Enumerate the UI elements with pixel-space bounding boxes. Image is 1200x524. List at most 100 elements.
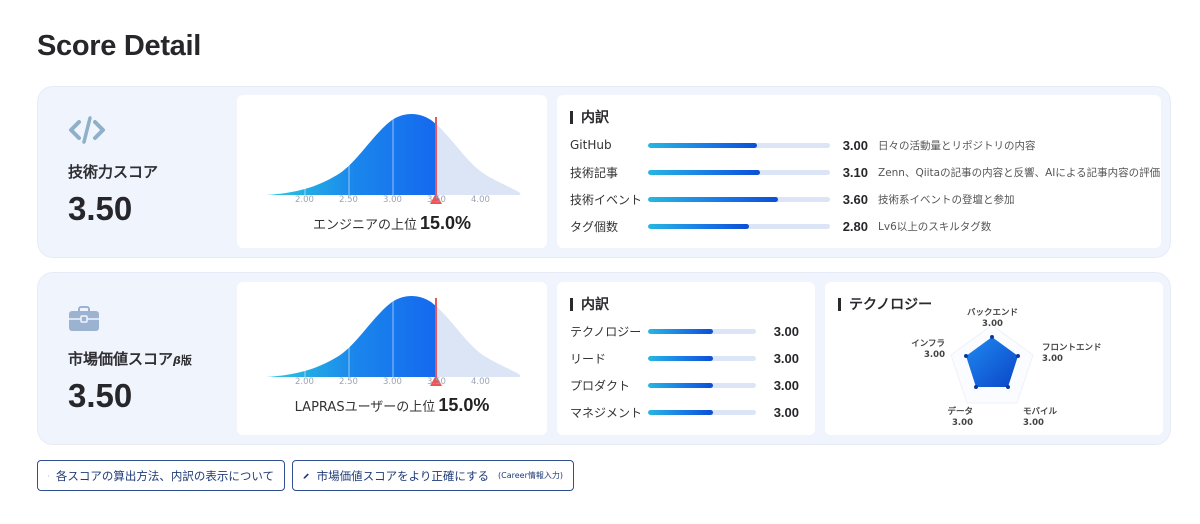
radar-axis-data: データ 3.00 bbox=[933, 407, 973, 429]
axis-tick: 3.00 bbox=[383, 195, 402, 205]
breakdown-row-articles: 技術記事 3.10 Zenn、Qiitaの記事の内容と反響、AIによる記事内容の… bbox=[570, 163, 1160, 181]
axis-tick: 3.00 bbox=[383, 377, 402, 387]
percentile-label: エンジニアの上位 bbox=[312, 218, 417, 233]
breakdown-value: 3.00 bbox=[773, 377, 799, 393]
progress-fill bbox=[648, 169, 760, 175]
breakdown-desc: Lv6以上のスキルタグ数 bbox=[878, 220, 992, 233]
breakdown-value: 3.00 bbox=[773, 323, 799, 339]
radar-axis-value: 3.00 bbox=[1042, 354, 1063, 364]
briefcase-icon bbox=[68, 305, 100, 337]
market-distribution-axis: 2.00 2.50 3.00 3.50 4.00 bbox=[237, 377, 547, 391]
axis-tick: 4.00 bbox=[471, 377, 490, 387]
code-icon bbox=[68, 115, 106, 149]
axis-tick: 2.50 bbox=[339, 377, 358, 387]
tech-distribution-axis: 2.00 2.50 3.00 3.50 4.00 bbox=[237, 195, 547, 209]
tech-score-card: 技術力スコア 3.50 2.00 2. bbox=[37, 86, 1171, 258]
breakdown-row-technology: テクノロジー 3.00 bbox=[570, 322, 799, 340]
breakdown-name: マネジメント bbox=[570, 405, 643, 420]
radar-axis-value: 3.00 bbox=[924, 350, 945, 360]
radar-axis-backend: バックエンド 3.00 bbox=[965, 308, 1020, 330]
radar-axis-name: データ bbox=[947, 407, 973, 417]
section-title-text: 内訳 bbox=[581, 297, 609, 313]
radar-axis-mobile: モバイル 3.00 bbox=[1023, 407, 1057, 429]
breakdown-row-management: マネジメント 3.00 bbox=[570, 403, 799, 421]
axis-tick: 4.00 bbox=[471, 195, 490, 205]
progress-fill bbox=[648, 382, 713, 388]
pencil-icon bbox=[303, 472, 309, 479]
radar-axis-value: 3.00 bbox=[1023, 418, 1044, 428]
beta-suffix: 版 bbox=[180, 354, 192, 367]
percentile-value: 15.0% bbox=[419, 213, 472, 233]
market-percentile-caption: LAPRASユーザーの上位 15.0% bbox=[237, 395, 547, 416]
breakdown-desc: 日々の活動量とリポジトリの内容 bbox=[878, 139, 1036, 152]
breakdown-row-tags: タグ個数 2.80 Lv6以上のスキルタグ数 bbox=[570, 217, 991, 235]
button-note: (Career情報入力) bbox=[498, 471, 563, 480]
section-title: テクノロジー bbox=[838, 294, 932, 314]
breakdown-row-product: プロダクト 3.00 bbox=[570, 376, 799, 394]
market-breakdown-panel: 内訳 テクノロジー 3.00 リード 3.00 プロダクト 3.00 マネジメン… bbox=[557, 282, 815, 435]
axis-tick: 2.00 bbox=[295, 195, 314, 205]
technology-radar-panel: テクノロジー バックエンド 3.00 フロントエンド 3.00 bbox=[825, 282, 1163, 435]
tech-breakdown-panel: 内訳 GitHub 3.00 日々の活動量とリポジトリの内容 技術記事 3.10… bbox=[557, 95, 1161, 248]
axis-tick: 3.50 bbox=[427, 195, 446, 205]
axis-tick: 3.50 bbox=[427, 377, 446, 387]
market-score-value: 3.50 bbox=[68, 377, 133, 414]
progress-bar bbox=[648, 409, 756, 415]
section-title-text: 内訳 bbox=[581, 110, 609, 126]
radar-axis-name: バックエンド bbox=[966, 308, 1018, 318]
breakdown-row-lead: リード 3.00 bbox=[570, 349, 799, 367]
breakdown-name: タグ個数 bbox=[570, 219, 619, 234]
breakdown-row-events: 技術イベント 3.60 技術系イベントの登壇と参加 bbox=[570, 190, 1015, 208]
radar-axis-value: 3.00 bbox=[952, 418, 973, 428]
tech-distribution-panel: 2.00 2.50 3.00 3.50 4.00 エンジニアの上位 15.0% bbox=[237, 95, 547, 248]
section-title-text: テクノロジー bbox=[849, 297, 933, 313]
tech-percentile-caption: エンジニアの上位 15.0% bbox=[237, 213, 547, 234]
breakdown-value: 2.80 bbox=[842, 218, 868, 234]
progress-fill bbox=[648, 142, 758, 148]
market-score-label: 市場価値スコアβ版 bbox=[68, 348, 192, 369]
breakdown-desc: 技術系イベントの登壇と参加 bbox=[878, 193, 1015, 206]
progress-bar bbox=[648, 223, 830, 229]
radar-axis-frontend: フロントエンド 3.00 bbox=[1042, 343, 1102, 365]
progress-fill bbox=[648, 355, 713, 361]
progress-bar bbox=[648, 196, 830, 202]
progress-bar bbox=[648, 142, 830, 148]
radar-axis-name: インフラ bbox=[911, 339, 945, 349]
breakdown-name: プロダクト bbox=[570, 378, 631, 393]
breakdown-value: 3.10 bbox=[842, 164, 868, 180]
breakdown-row-github: GitHub 3.00 日々の活動量とリポジトリの内容 bbox=[570, 136, 1036, 154]
tech-score-label: 技術力スコア bbox=[68, 163, 159, 181]
progress-bar bbox=[648, 169, 830, 175]
page-title: Score Detail bbox=[37, 30, 202, 62]
beta-symbol: β bbox=[173, 354, 181, 367]
percentile-label: LAPRASユーザーの上位 bbox=[294, 400, 436, 415]
title-bar-icon bbox=[570, 297, 573, 311]
section-title: 内訳 bbox=[570, 107, 609, 127]
breakdown-value: 3.00 bbox=[842, 137, 868, 153]
score-calculation-info-button[interactable]: 各スコアの算出方法、内訳の表示について bbox=[37, 460, 285, 491]
technology-radar-chart bbox=[950, 324, 1034, 404]
title-bar-icon bbox=[570, 110, 573, 124]
market-score-card: 市場価値スコアβ版 3.50 2.00 bbox=[37, 272, 1171, 445]
axis-tick: 2.50 bbox=[339, 195, 358, 205]
market-distribution-panel: 2.00 2.50 3.00 3.50 4.00 LAPRASユーザーの上位 15… bbox=[237, 282, 547, 435]
radar-axis-value: 3.00 bbox=[982, 319, 1003, 329]
radar-axis-infra: インフラ 3.00 bbox=[903, 339, 945, 361]
button-label: 各スコアの算出方法、内訳の表示について bbox=[55, 468, 274, 483]
breakdown-value: 3.60 bbox=[842, 191, 868, 207]
tech-score-value: 3.50 bbox=[68, 190, 133, 227]
button-label: 市場価値スコアをより正確にする bbox=[316, 468, 490, 483]
breakdown-value: 3.00 bbox=[773, 350, 799, 366]
radar-axis-name: モバイル bbox=[1023, 407, 1058, 417]
progress-bar bbox=[648, 355, 756, 361]
market-score-label-text: 市場価値スコア bbox=[68, 350, 174, 368]
progress-fill bbox=[648, 223, 749, 229]
market-distribution-chart bbox=[266, 296, 521, 386]
percentile-value: 15.0% bbox=[438, 395, 490, 415]
improve-market-score-button[interactable]: 市場価値スコアをより正確にする (Career情報入力) bbox=[292, 460, 574, 491]
breakdown-name: テクノロジー bbox=[570, 324, 642, 339]
progress-bar bbox=[648, 328, 756, 334]
calculator-icon bbox=[48, 475, 49, 476]
progress-bar bbox=[648, 382, 756, 388]
title-bar-icon bbox=[838, 297, 841, 311]
